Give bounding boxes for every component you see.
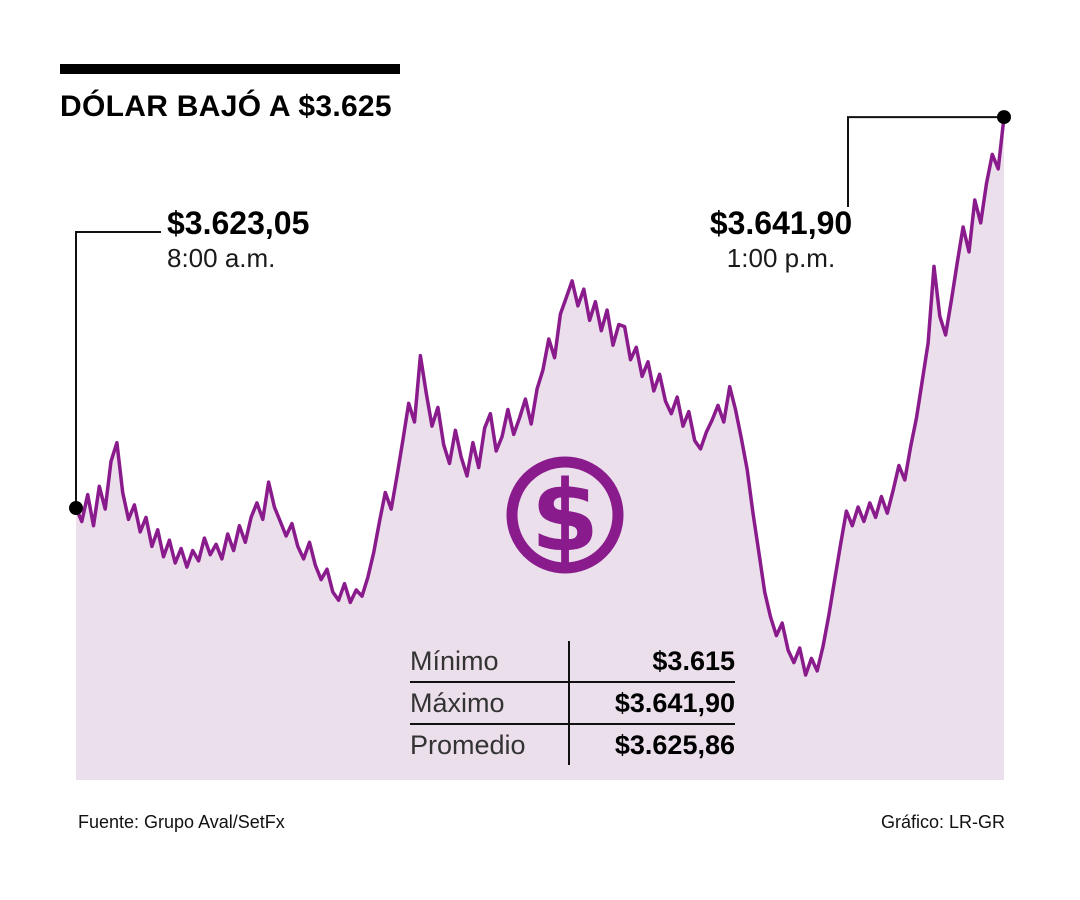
end-annotation: $3.641,90 1:00 p.m. (683, 206, 879, 272)
source-credit: Fuente: Grupo Aval/SetFx (78, 812, 285, 832)
start-annotation: $3.623,05 8:00 a.m. (167, 206, 309, 272)
stats-value-max: $3.641,90 (568, 683, 735, 723)
price-line (74, 115, 1006, 677)
stats-value-avg: $3.625,86 (568, 725, 735, 765)
stats-label-avg: Promedio (410, 729, 526, 760)
stats-row-min: Mínimo $3.615 (410, 641, 735, 683)
svg-text:$: $ (531, 460, 599, 574)
footer: Fuente: Grupo Aval/SetFx Gráfico: LR-GR (78, 812, 1005, 833)
stats-table: Mínimo $3.615 Máximo $3.641,90 Promedio … (410, 641, 735, 765)
graphic-credit: Gráfico: LR-GR (880, 812, 1005, 832)
stats-label-min: Mínimo (410, 645, 499, 676)
dollar-icon: $ (500, 450, 630, 580)
start-callout-line (75, 231, 161, 508)
start-price: $3.623,05 (167, 205, 310, 241)
start-time: 8:00 a.m. (167, 242, 276, 273)
stats-label-max: Máximo (410, 687, 505, 718)
headline-rule (60, 64, 400, 74)
end-price: $3.641,90 (709, 205, 853, 241)
start-point-marker (69, 501, 83, 516)
stats-row-avg: Promedio $3.625,86 (410, 725, 735, 765)
area-fill (76, 117, 1004, 781)
end-point-marker (997, 110, 1011, 125)
end-callout-line (847, 116, 1004, 207)
stats-value-min: $3.615 (568, 641, 735, 681)
end-time: 1:00 p.m. (726, 242, 836, 273)
headline: DÓLAR BAJÓ A $3.625 (60, 90, 392, 123)
price-area-chart (69, 110, 1011, 781)
stats-row-max: Máximo $3.641,90 (410, 683, 735, 725)
